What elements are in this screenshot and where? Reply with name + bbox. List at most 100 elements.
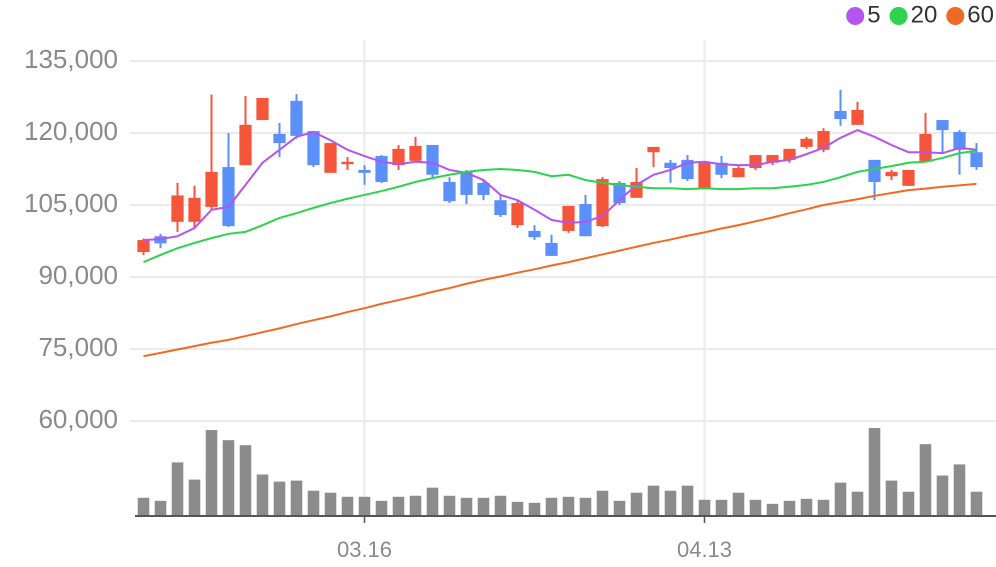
candle-body: [409, 145, 422, 161]
volume-bar: [851, 491, 864, 516]
volume-bar: [477, 497, 490, 516]
candle-body: [290, 100, 303, 136]
candle-body: [443, 181, 456, 202]
candle-body: [919, 133, 932, 162]
volume-bar: [970, 491, 983, 516]
candle-body: [324, 143, 337, 173]
y-tick-label: 60,000: [38, 404, 118, 434]
candle-body: [494, 200, 507, 216]
legend-marker: [946, 7, 965, 25]
candle-body: [596, 179, 609, 227]
volume-bar: [375, 500, 388, 516]
candle-body: [205, 171, 218, 207]
candle-body: [715, 162, 728, 175]
volume-bar: [256, 474, 269, 516]
candle-body: [579, 204, 592, 237]
volume-bar: [817, 499, 830, 516]
volume-bar: [171, 462, 184, 516]
candle-body: [477, 182, 490, 195]
candle-body: [936, 120, 949, 131]
legend-marker: [889, 7, 908, 25]
volume-bar: [732, 492, 745, 516]
volume-bar: [545, 497, 558, 516]
candle-body: [307, 131, 320, 166]
candle-body: [851, 109, 864, 125]
candle-body: [426, 145, 439, 175]
volume-bar: [698, 499, 711, 516]
candle-body: [460, 171, 473, 195]
volume-bar: [630, 492, 643, 516]
candle-body: [188, 197, 201, 222]
candle-body: [732, 168, 745, 178]
legend-label: 60: [967, 1, 994, 28]
volume-bar: [341, 496, 354, 516]
volume-bar: [205, 430, 218, 516]
volume-bar: [749, 499, 762, 516]
volume-bar: [137, 497, 150, 516]
volume-bar: [902, 491, 915, 516]
volume-bar: [188, 479, 201, 516]
legend-label: 5: [867, 1, 880, 28]
volume-bar: [647, 485, 660, 516]
candle-body: [137, 240, 150, 253]
y-tick-label: 120,000: [24, 116, 118, 146]
y-tick-label: 135,000: [24, 44, 118, 74]
volume-bar: [953, 464, 966, 516]
x-tick-label: 04.13: [677, 537, 732, 562]
candle-body: [766, 155, 779, 163]
volume-bar: [919, 444, 932, 516]
candle-body: [341, 161, 354, 165]
legend-label: 20: [911, 1, 938, 28]
candle-body: [273, 133, 286, 144]
candle-body: [868, 159, 881, 182]
volume-bar: [324, 492, 337, 516]
volume-bar: [715, 499, 728, 516]
candle-body: [511, 203, 524, 226]
volume-bar: [664, 490, 677, 516]
candle-body: [953, 132, 966, 150]
volume-bar: [307, 490, 320, 516]
volume-bar: [885, 480, 898, 516]
candle-body: [783, 148, 796, 160]
volume-bar: [936, 475, 949, 516]
y-tick-label: 90,000: [38, 260, 118, 290]
candle-body: [800, 138, 813, 147]
legend-marker: [846, 7, 865, 25]
ma-line: [143, 149, 977, 264]
candle-body: [698, 162, 711, 190]
volume-bar: [443, 495, 456, 516]
volume-bar: [800, 498, 813, 516]
volume-bar: [222, 440, 235, 516]
candle-body: [171, 195, 184, 222]
volume-bar: [868, 428, 881, 516]
volume-bar: [562, 496, 575, 516]
volume-bar: [783, 500, 796, 516]
volume-bar: [358, 496, 371, 516]
x-tick-label: 03.16: [337, 537, 392, 562]
candle-body: [664, 162, 677, 169]
volume-bar: [766, 503, 779, 516]
volume-bar: [154, 500, 167, 516]
candle-body: [256, 97, 269, 121]
volume-bar: [239, 445, 252, 516]
volume-bar: [528, 502, 541, 516]
volume-bar: [834, 482, 847, 516]
volume-bar: [409, 495, 422, 516]
candle-body: [239, 124, 252, 166]
volume-bar: [579, 497, 592, 516]
volume-bar: [681, 485, 694, 516]
ma-line: [143, 182, 977, 358]
candle-body: [902, 169, 915, 186]
y-tick-label: 75,000: [38, 332, 118, 362]
volume-bar: [511, 501, 524, 516]
y-tick-label: 105,000: [24, 188, 118, 218]
volume-bar: [613, 500, 626, 516]
candle-body: [222, 167, 235, 227]
candle-body: [545, 242, 558, 256]
volume-bar: [494, 495, 507, 516]
candle-body: [392, 148, 405, 166]
volume-bar: [273, 481, 286, 516]
volume-bar: [460, 497, 473, 516]
volume-bar: [392, 496, 405, 516]
